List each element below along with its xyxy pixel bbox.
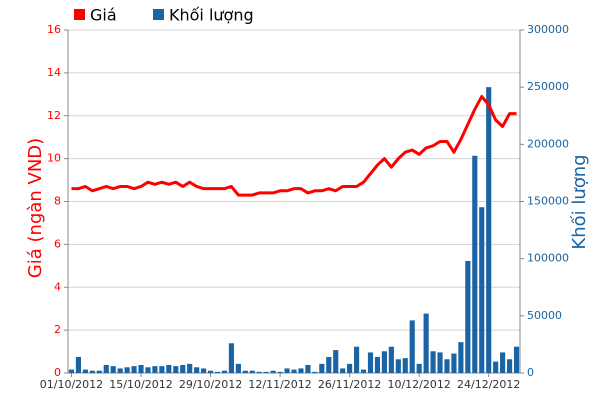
- y-tick-label: 16: [47, 23, 61, 36]
- bar: [388, 346, 394, 373]
- bar: [152, 366, 158, 373]
- bar: [451, 353, 457, 373]
- bar: [381, 351, 387, 373]
- y-tick-label: 8: [54, 195, 61, 208]
- bar: [96, 370, 102, 373]
- bar: [347, 363, 353, 373]
- bar: [187, 363, 193, 373]
- bar: [180, 364, 186, 373]
- bar: [201, 368, 207, 373]
- y-tick-label: 12: [47, 109, 61, 122]
- x-tick-label: 24/12/2012: [457, 378, 520, 391]
- bar: [117, 368, 123, 373]
- bar: [298, 368, 304, 373]
- bar: [173, 366, 179, 373]
- legend-label: Giá: [90, 6, 117, 25]
- bar: [437, 352, 443, 373]
- price-line: [71, 94, 517, 197]
- bar: [402, 358, 408, 373]
- bar: [409, 320, 415, 373]
- y-tick-label: 10: [47, 152, 61, 165]
- bar: [242, 370, 248, 373]
- bar: [166, 364, 172, 373]
- bar: [326, 356, 332, 373]
- bar: [465, 260, 471, 373]
- bar: [513, 346, 520, 373]
- x-tick-label: 15/10/2012: [109, 378, 172, 391]
- bar: [82, 369, 88, 373]
- bar: [430, 351, 436, 373]
- bar: [340, 368, 346, 373]
- bar: [333, 350, 339, 373]
- bar: [444, 359, 450, 373]
- bar: [486, 87, 492, 374]
- bar: [284, 368, 290, 373]
- bar: [263, 371, 269, 373]
- y-tick-label: 4: [54, 280, 61, 293]
- bar: [319, 363, 325, 373]
- bar: [138, 364, 144, 373]
- bar: [423, 313, 429, 373]
- bar: [367, 352, 374, 373]
- bar: [75, 356, 82, 373]
- bar: [312, 371, 318, 373]
- bar: [479, 207, 485, 373]
- y-tick-label: 14: [47, 66, 61, 79]
- x-tick-label: 26/11/2012: [318, 378, 381, 391]
- bar: [305, 364, 311, 373]
- x-tick-label: 01/10/2012: [40, 378, 103, 391]
- bar: [207, 370, 214, 373]
- y2-tick-label: 150000: [527, 195, 569, 208]
- y2-tick-label: 300000: [527, 23, 569, 36]
- bar: [472, 155, 478, 373]
- bar: [374, 356, 381, 373]
- legend-swatch: [153, 9, 164, 20]
- legend-swatch: [74, 9, 85, 20]
- bar: [395, 359, 401, 373]
- bar: [500, 352, 506, 373]
- bar: [235, 363, 241, 373]
- bar: [249, 370, 255, 373]
- bar: [416, 363, 422, 373]
- x-tick-label: 10/12/2012: [387, 378, 450, 391]
- bar: [228, 343, 234, 373]
- y2-tick-label: 200000: [527, 137, 569, 150]
- y2-tick-label: 100000: [527, 252, 569, 265]
- y2-axis-title: Khối lượng: [569, 154, 590, 249]
- legend-label: Khối lượng: [169, 6, 254, 25]
- bar: [256, 371, 262, 373]
- bar: [277, 371, 283, 373]
- y2-tick-label: 50000: [527, 309, 562, 322]
- y2-tick-label: 250000: [527, 80, 569, 93]
- x-tick-label: 12/11/2012: [248, 378, 311, 391]
- bar: [110, 366, 116, 373]
- bar: [194, 367, 200, 373]
- x-tick-label: 29/10/2012: [179, 378, 242, 391]
- bar: [89, 370, 95, 373]
- bar: [354, 346, 360, 373]
- bar: [270, 370, 276, 373]
- bar: [159, 366, 165, 373]
- bar: [131, 366, 137, 373]
- bar: [291, 369, 297, 373]
- bar: [214, 371, 221, 373]
- bar: [124, 367, 130, 373]
- bar: [506, 359, 513, 373]
- bar: [221, 370, 228, 373]
- bar: [458, 342, 464, 373]
- y-axis-title: Giá (ngàn VND): [25, 138, 46, 278]
- bar: [493, 361, 499, 373]
- y-tick-label: 6: [54, 237, 61, 250]
- bar: [103, 364, 109, 373]
- y-tick-label: 0: [54, 366, 61, 379]
- bar: [68, 369, 75, 373]
- y2-tick-label: 0: [527, 366, 534, 379]
- y-tick-label: 2: [54, 323, 61, 336]
- bar: [360, 369, 367, 373]
- bar: [145, 367, 151, 373]
